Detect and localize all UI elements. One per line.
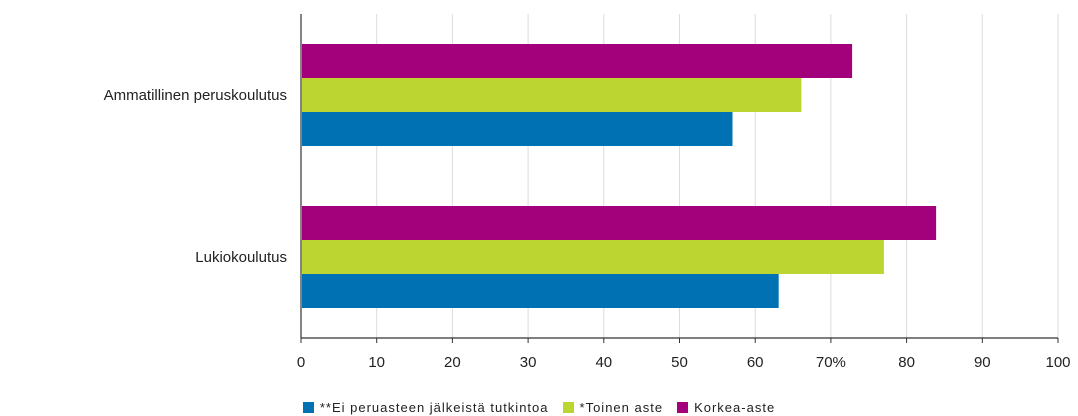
- legend-label: **Ei peruasteen jälkeistä tutkintoa: [319, 399, 549, 415]
- legend-swatch: [302, 401, 314, 413]
- legend-swatch: [562, 401, 574, 413]
- x-tick-label: 70%: [816, 354, 846, 371]
- axes: [300, 14, 1059, 343]
- bar: [302, 78, 802, 112]
- x-tick-label: 40: [595, 354, 612, 371]
- bar: [302, 112, 733, 146]
- x-tick-label: 20: [444, 354, 461, 371]
- x-tick-label: 90: [974, 354, 991, 371]
- x-tick-label: 10: [368, 354, 385, 371]
- legend-label: *Toinen aste: [579, 399, 664, 415]
- legend-item: Korkea-aste: [677, 400, 775, 415]
- category-labels: Ammatillinen peruskoulutus Lukiokoulutus: [104, 87, 287, 266]
- category-label: Lukiokoulutus: [195, 249, 287, 266]
- x-tick-label: 100: [1045, 354, 1070, 371]
- bar: [302, 44, 853, 78]
- x-tick-label: 50: [671, 354, 688, 371]
- x-tick-label: 60: [747, 354, 764, 371]
- x-tick-label: 30: [520, 354, 537, 371]
- bar: [302, 274, 779, 308]
- legend-item: **Ei peruasteen jälkeistä tutkintoa: [302, 399, 549, 415]
- category-label: Ammatillinen peruskoulutus: [104, 87, 287, 104]
- x-tick-label: 80: [898, 354, 915, 371]
- legend-item: *Toinen aste: [562, 399, 664, 415]
- x-tick-label: 0: [297, 354, 305, 371]
- legend-swatch: [677, 401, 689, 413]
- x-tick-labels: 0 10 20 30 40 50 60 70% 80 90 100: [297, 354, 1071, 371]
- legend-label: Korkea-aste: [694, 399, 776, 415]
- bar: [302, 206, 937, 240]
- legend: **Ei peruasteen jälkeistä tutkintoa *Toin…: [0, 398, 1078, 416]
- bar-chart: 0 10 20 30 40 50 60 70% 80 90 100 Ammatillinen per…: [104, 14, 1071, 371]
- bar: [302, 240, 884, 274]
- bars: [302, 44, 937, 308]
